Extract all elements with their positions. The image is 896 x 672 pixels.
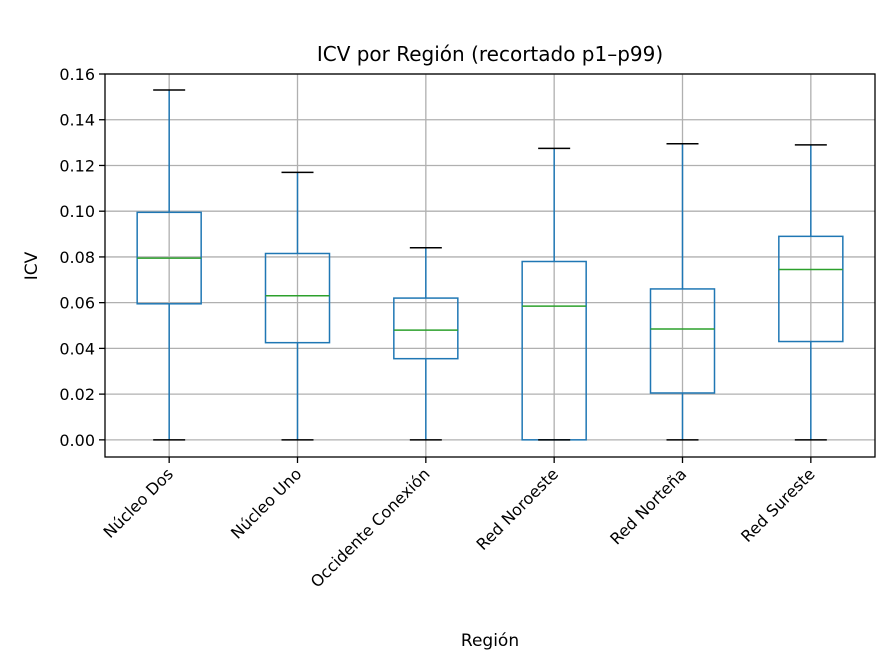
box-3 [393,247,459,441]
y-tick-label: 0.00 [59,431,95,450]
box-body [649,288,716,394]
x-tick-label: Red Norteña [606,464,690,548]
y-tick-label: 0.14 [59,111,95,130]
box-2 [264,171,331,441]
y-axis-title: ICV [22,251,42,280]
box-series [136,89,844,441]
y-tick-label: 0.10 [59,202,95,221]
y-tick-label: 0.16 [59,65,95,84]
y-tick-label: 0.04 [59,339,95,358]
x-tick-label: Red Sureste [737,464,819,546]
box-5 [649,142,716,441]
box-body [264,252,331,344]
box-body [778,235,844,343]
y-axis-ticks: 0.00 0.02 0.04 0.06 0.08 0.10 0.12 0.14 0.16 [59,65,105,450]
y-tick-label: 0.12 [59,156,95,175]
x-axis-ticks: Núcleo Dos Núcleo Uno Occidente Conexión Re… [100,457,819,591]
y-tick-label: 0.06 [59,294,95,313]
x-tick-label: Red Noroeste [473,464,562,553]
box-1 [136,89,202,441]
x-tick-label: Núcleo Uno [227,464,305,542]
box-4 [521,147,587,441]
x-axis-title: Región [461,631,519,651]
y-tick-label: 0.02 [59,385,95,404]
chart-title: ICV por Región (recortado p1–p99) [317,42,663,66]
box-6 [778,144,844,441]
box-body [393,297,459,360]
grid-lines [105,73,875,457]
y-tick-label: 0.08 [59,248,95,267]
x-tick-label: Núcleo Dos [100,464,177,541]
plot-area-frame [104,73,876,458]
x-tick-label: Occidente Conexión [307,464,434,591]
